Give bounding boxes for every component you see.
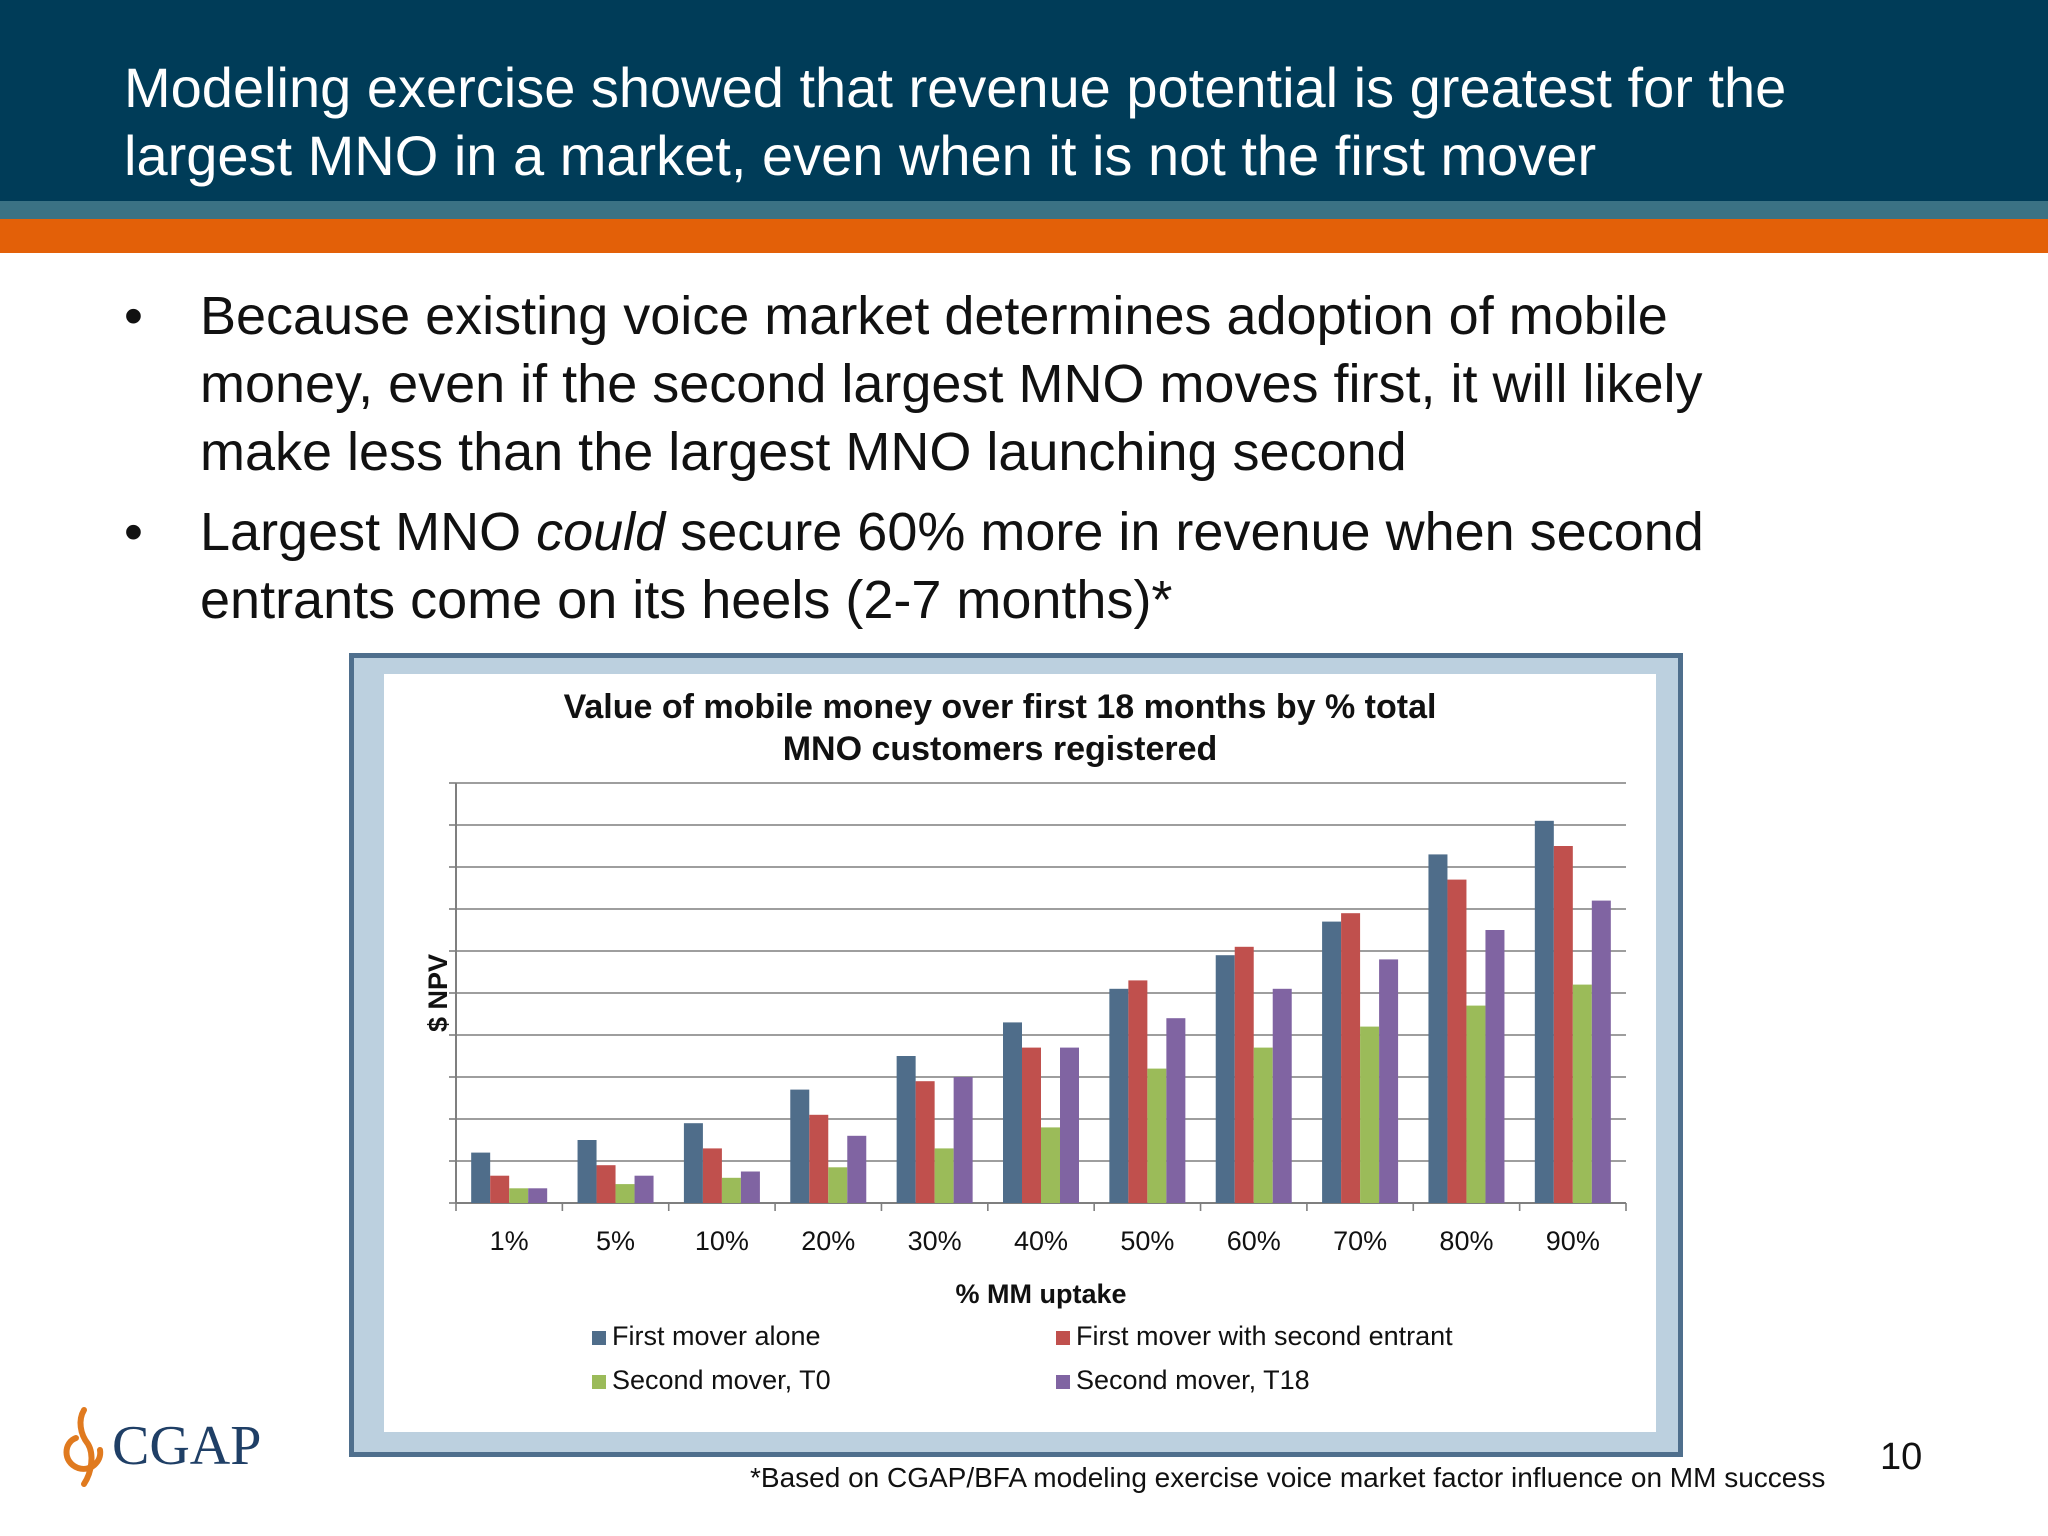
cgap-logo-mark — [63, 1407, 104, 1487]
bar-2-8 — [1360, 1026, 1380, 1203]
x-tick-label: 10% — [695, 1226, 749, 1256]
bullet-text-line: money, even if the second largest MNO mo… — [200, 354, 1703, 414]
bar-0-6 — [1109, 988, 1129, 1203]
x-tick-label: 60% — [1227, 1226, 1281, 1256]
cgap-logo-text: CGAP — [112, 1415, 261, 1477]
title-bar-accent-stripe — [0, 219, 2048, 253]
bar-2-1 — [615, 1184, 635, 1203]
x-tick-label: 5% — [596, 1226, 635, 1256]
legend-label-0: First mover alone — [612, 1321, 821, 1351]
bar-3-5 — [1060, 1047, 1079, 1203]
title-bar-stripe — [0, 201, 2048, 219]
bar-3-1 — [634, 1175, 654, 1203]
x-tick-label: 70% — [1333, 1226, 1387, 1256]
cgap-logo: CGAP — [63, 1407, 261, 1487]
y-axis-label: $ NPV — [423, 954, 453, 1032]
bar-1-2 — [702, 1148, 722, 1203]
bar-0-3 — [790, 1089, 810, 1203]
slide-title: Modeling exercise showed that revenue po… — [124, 54, 2004, 190]
bullet-item: • Largest MNO could secure 60% more in r… — [124, 498, 1824, 634]
slide-title-line-1: Modeling exercise showed that revenue po… — [124, 56, 1787, 119]
legend-swatch-2 — [592, 1375, 606, 1389]
bullet-glyph: • — [124, 286, 143, 346]
bar-3-6 — [1166, 1018, 1186, 1203]
bar-3-0 — [528, 1188, 548, 1203]
legend-swatch-3 — [1056, 1375, 1070, 1389]
bullet-text-pre: Largest MNO — [200, 502, 537, 562]
x-tick-label: 80% — [1439, 1226, 1493, 1256]
bar-2-3 — [828, 1167, 848, 1203]
bar-2-0 — [509, 1188, 529, 1203]
bar-2-5 — [1041, 1127, 1060, 1203]
bar-2-2 — [721, 1177, 741, 1203]
legend-label-3: Second mover, T18 — [1076, 1365, 1310, 1395]
bar-1-4 — [915, 1081, 935, 1203]
bar-2-7 — [1253, 1047, 1273, 1203]
bullet-text-post: secure 60% more in revenue when second — [665, 502, 1704, 562]
bar-1-8 — [1341, 913, 1361, 1203]
bar-1-9 — [1447, 879, 1467, 1203]
bar-1-1 — [596, 1165, 616, 1203]
bar-3-2 — [740, 1171, 760, 1203]
footnote: *Based on CGAP/BFA modeling exercise voi… — [750, 1462, 1826, 1493]
bar-0-10 — [1534, 820, 1554, 1203]
bar-0-2 — [683, 1123, 703, 1203]
bar-0-1 — [577, 1140, 597, 1203]
bar-3-8 — [1379, 959, 1399, 1203]
bullet-list: • Because existing voice market determin… — [124, 282, 1824, 646]
bullet-glyph: • — [124, 502, 143, 562]
bar-1-5 — [1022, 1047, 1041, 1203]
bar-0-9 — [1428, 854, 1448, 1203]
legend-swatch-1 — [1056, 1331, 1070, 1345]
bullet-text-line: make less than the largest MNO launching… — [200, 422, 1407, 482]
legend-label-1: First mover with second entrant — [1076, 1321, 1453, 1351]
bar-3-4 — [953, 1077, 973, 1203]
bar-0-8 — [1322, 921, 1342, 1203]
bar-2-4 — [934, 1148, 954, 1203]
bar-0-5 — [1003, 1022, 1022, 1203]
bar-3-9 — [1485, 930, 1505, 1203]
bar-0-4 — [896, 1056, 916, 1203]
bullet-text-line: entrants come on its heels (2-7 months)* — [200, 570, 1173, 630]
bar-1-7 — [1234, 946, 1254, 1203]
bullet-text-emphasis: could — [536, 502, 666, 562]
chart-title: Value of mobile money over first 18 mont… — [384, 686, 1616, 770]
bar-2-6 — [1147, 1068, 1167, 1203]
x-tick-label: 90% — [1546, 1226, 1600, 1256]
bullet-item: • Because existing voice market determin… — [124, 282, 1824, 486]
chart-title-line-1: Value of mobile money over first 18 mont… — [563, 688, 1437, 726]
bullet-text-line: Largest MNO could secure 60% more in rev… — [200, 498, 1824, 566]
legend-swatch-0 — [592, 1331, 606, 1345]
bar-1-0 — [490, 1175, 510, 1203]
bar-1-3 — [809, 1114, 829, 1203]
bar-2-10 — [1572, 984, 1592, 1203]
x-tick-label: 40% — [1014, 1226, 1068, 1256]
bar-0-7 — [1215, 955, 1235, 1203]
bar-1-10 — [1553, 846, 1573, 1203]
bar-3-3 — [847, 1135, 867, 1203]
x-tick-label: 50% — [1120, 1226, 1174, 1256]
bar-2-9 — [1466, 1005, 1486, 1203]
x-tick-label: 1% — [490, 1226, 529, 1256]
x-tick-label: 20% — [801, 1226, 855, 1256]
bullet-text-line: Because existing voice market determines… — [200, 286, 1668, 346]
legend-label-2: Second mover, T0 — [612, 1365, 831, 1395]
bar-1-6 — [1128, 980, 1148, 1203]
slide-title-line-2: largest MNO in a market, even when it is… — [124, 124, 1597, 187]
chart-title-line-2: MNO customers registered — [782, 730, 1218, 768]
x-tick-label: 30% — [908, 1226, 962, 1256]
page-number: 10 — [1880, 1436, 1923, 1478]
bar-3-7 — [1272, 988, 1292, 1203]
bar-0-0 — [471, 1152, 491, 1203]
title-bar — [0, 0, 2048, 201]
x-axis-label: % MM uptake — [955, 1279, 1126, 1309]
bar-3-10 — [1591, 900, 1611, 1203]
